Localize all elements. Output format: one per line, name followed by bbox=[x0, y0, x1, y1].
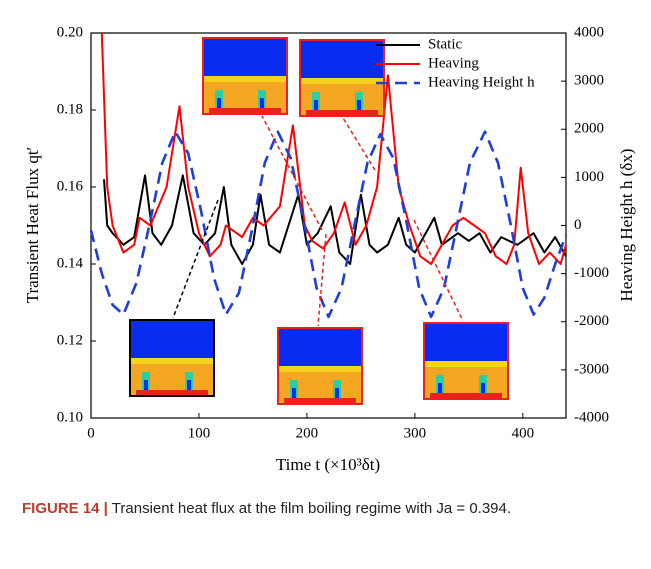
x-tick-label: 300 bbox=[404, 425, 427, 441]
caption-text: Transient heat flux at the film boiling … bbox=[111, 500, 512, 517]
x-tick-label: 0 bbox=[87, 425, 95, 441]
y2-tick-label: 0 bbox=[574, 217, 582, 233]
y-tick-label: 0.10 bbox=[57, 409, 83, 425]
y2-tick-label: -4000 bbox=[574, 409, 609, 425]
x-tick-label: 400 bbox=[512, 425, 535, 441]
y2-tick-label: -1000 bbox=[574, 265, 609, 281]
y-tick-label: 0.14 bbox=[57, 255, 84, 271]
x-tick-label: 200 bbox=[296, 425, 319, 441]
y2-axis-label: Heaving Height h (δx) bbox=[617, 149, 636, 302]
x-axis-label: Time t (×10³δt) bbox=[276, 455, 380, 474]
y-axis-label: Transient Heat Flux qt′ bbox=[23, 147, 42, 304]
legend-label: Heaving bbox=[428, 55, 479, 71]
series-line bbox=[100, 32, 567, 265]
y-tick-label: 0.12 bbox=[57, 332, 83, 348]
y-tick-label: 0.20 bbox=[57, 24, 83, 40]
series-line bbox=[89, 130, 568, 319]
x-tick-label: 100 bbox=[188, 425, 211, 441]
plot-area bbox=[89, 32, 568, 319]
y-tick-label: 0.16 bbox=[57, 178, 84, 194]
y2-tick-label: 3000 bbox=[574, 73, 604, 89]
legend-label: Heaving Height h bbox=[428, 74, 535, 90]
caption: FIGURE 14 | Transient heat flux at the f… bbox=[22, 498, 622, 520]
chart: Time t (×10³δt) Transient Heat Flux qt′ … bbox=[23, 24, 636, 474]
y2-tick-label: 4000 bbox=[574, 24, 604, 40]
y-tick-label: 0.18 bbox=[57, 101, 83, 117]
y2-tick-label: -3000 bbox=[574, 361, 609, 377]
legend-label: Static bbox=[428, 36, 463, 52]
series-line bbox=[103, 174, 567, 265]
caption-label: FIGURE 14 | bbox=[22, 500, 108, 517]
insets bbox=[129, 37, 509, 405]
y2-tick-label: -2000 bbox=[574, 313, 609, 329]
y2-tick-label: 1000 bbox=[574, 169, 604, 185]
y2-tick-label: 2000 bbox=[574, 121, 604, 137]
